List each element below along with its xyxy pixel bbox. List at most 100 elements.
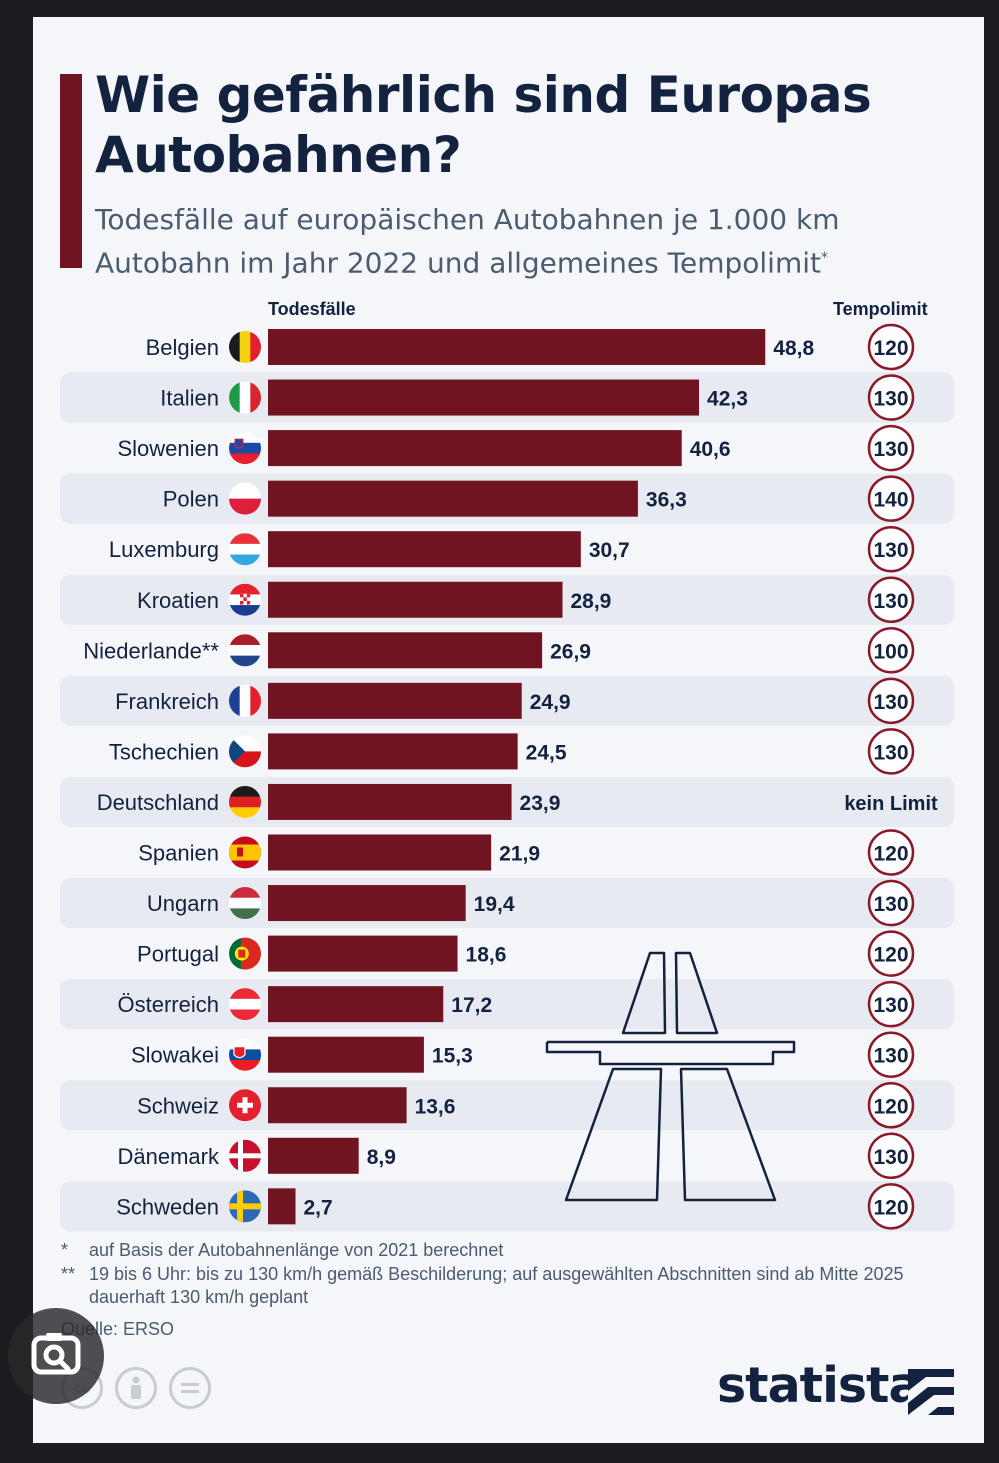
camera-search-icon[interactable] bbox=[8, 1308, 104, 1404]
speed-limit-sign: 120 bbox=[867, 1082, 915, 1129]
speed-limit-label: 130 bbox=[873, 1045, 908, 1068]
bar-row: Frankreich 24,9 130 bbox=[115, 677, 915, 725]
value-label: 8,9 bbox=[367, 1146, 396, 1169]
value-label: 18,6 bbox=[466, 944, 507, 967]
flag-netherlands-icon bbox=[229, 634, 261, 667]
bar bbox=[268, 885, 466, 922]
speed-limit-circle bbox=[867, 1132, 915, 1180]
value-label: 13,6 bbox=[415, 1095, 456, 1118]
country-label: Schweden bbox=[116, 1194, 219, 1219]
bar-row: Spanien 21,9 120 bbox=[138, 829, 915, 876]
bar bbox=[268, 480, 638, 517]
flag-germany-icon bbox=[229, 785, 261, 818]
country-label: Spanien bbox=[138, 841, 219, 866]
flag-hungary-icon bbox=[229, 887, 261, 920]
flag-switzerland-icon bbox=[229, 1089, 261, 1122]
speed-limit-label: 100 bbox=[873, 640, 908, 663]
bar-row: Luxemburg 30,7 130 bbox=[109, 525, 915, 573]
value-label: 23,9 bbox=[520, 792, 561, 815]
country-label: Italien bbox=[160, 386, 219, 411]
speed-limit-circle bbox=[867, 1082, 915, 1129]
speed-limit-label: 130 bbox=[873, 741, 908, 764]
speed-limit-circle bbox=[867, 424, 915, 472]
bar-row: Polen 36,3 140 bbox=[163, 475, 915, 522]
speed-limit-sign: 130 bbox=[867, 1132, 915, 1180]
nd-icon[interactable] bbox=[169, 1367, 211, 1409]
bar bbox=[268, 986, 444, 1023]
title-accent-bar bbox=[60, 74, 82, 268]
footnote-2-mark: ** bbox=[61, 1263, 76, 1284]
speed-limit-label: 130 bbox=[873, 691, 908, 714]
bar-row: Deutschland 23,9 kein Limit bbox=[97, 783, 938, 820]
speed-limit-circle bbox=[867, 728, 915, 775]
speed-limit-label: 130 bbox=[873, 590, 908, 613]
motorway-icon bbox=[545, 951, 796, 1202]
speed-limit-sign: 140 bbox=[867, 475, 915, 522]
footnote-1-text: auf Basis der Autobahnenlänge von 2021 b… bbox=[89, 1240, 504, 1260]
subtitle-line-1: Todesfälle auf europäischen Autobahnen j… bbox=[95, 203, 840, 236]
statista-logo-text[interactable]: statista bbox=[717, 1357, 922, 1414]
speed-limit-sign: 130 bbox=[867, 374, 915, 421]
subtitle-line-2: Autobahn im Jahr 2022 und allgemeines Te… bbox=[95, 239, 965, 282]
speed-limit-label: 120 bbox=[873, 944, 908, 967]
speed-limit-label: kein Limit bbox=[844, 793, 938, 815]
value-label: 17,2 bbox=[451, 994, 492, 1017]
value-label: 24,9 bbox=[530, 691, 571, 714]
speed-limit-sign: 120 bbox=[867, 1183, 915, 1230]
column-header-deaths: Todesfälle bbox=[268, 299, 356, 319]
speed-limit-label: 130 bbox=[873, 539, 908, 562]
bar-row: Kroatien 28,9 130 bbox=[137, 576, 915, 623]
bar-row: Schweiz 13,6 120 bbox=[137, 1082, 915, 1129]
statista-logo-icon[interactable] bbox=[908, 1369, 954, 1415]
speed-limit-circle bbox=[867, 930, 915, 977]
flag-portugal-icon bbox=[229, 937, 261, 970]
bar-row: Belgien 48,8 120 bbox=[146, 323, 915, 371]
bar bbox=[268, 632, 543, 669]
speed-limit-sign: 130 bbox=[867, 1031, 915, 1078]
footnote-1: * auf Basis der Autobahnenlänge von 2021 … bbox=[61, 1239, 941, 1263]
bar-row: Slowakei 15,3 130 bbox=[131, 1031, 915, 1078]
flag-denmark-icon bbox=[229, 1139, 261, 1172]
flag-spain-icon bbox=[229, 836, 261, 869]
country-label: Slowakei bbox=[131, 1043, 219, 1068]
speed-limit-label: 130 bbox=[873, 994, 908, 1017]
bar bbox=[268, 379, 700, 416]
country-label: Luxemburg bbox=[109, 537, 219, 562]
value-label: 28,9 bbox=[570, 590, 611, 613]
footnotes: * auf Basis der Autobahnenlänge von 2021 … bbox=[61, 1239, 941, 1341]
country-label: Frankreich bbox=[115, 689, 219, 714]
value-label: 30,7 bbox=[589, 539, 630, 562]
bar bbox=[268, 1036, 424, 1073]
speed-limit-circle bbox=[867, 1183, 915, 1230]
country-label: Niederlande** bbox=[83, 638, 219, 663]
speed-limit-sign: 130 bbox=[867, 525, 915, 573]
chart-title: Wie gefährlich sind Europas Autobahnen? bbox=[95, 66, 872, 184]
speed-limit-label: 130 bbox=[873, 893, 908, 916]
speed-limit-sign: 130 bbox=[867, 424, 915, 472]
country-label: Polen bbox=[163, 487, 219, 512]
bar-row: Italien 42,3 130 bbox=[160, 374, 915, 421]
column-header-speed-limit: Tempolimit bbox=[833, 299, 928, 319]
flag-poland-icon bbox=[229, 482, 261, 515]
speed-limit-circle bbox=[867, 1031, 915, 1078]
by-icon[interactable] bbox=[115, 1367, 157, 1409]
bar bbox=[268, 329, 766, 365]
speed-limit-label: 120 bbox=[873, 1095, 908, 1118]
speed-limit-label: 120 bbox=[873, 1196, 908, 1219]
speed-limit-circle bbox=[867, 980, 915, 1028]
value-label: 36,3 bbox=[646, 489, 687, 512]
speed-limit-circle bbox=[867, 677, 915, 725]
speed-limit-circle bbox=[867, 323, 915, 371]
flag-slovakia-icon bbox=[229, 1038, 261, 1071]
bar-row: Portugal 18,6 120 bbox=[137, 930, 915, 977]
country-label: Dänemark bbox=[118, 1144, 220, 1169]
value-label: 48,8 bbox=[773, 337, 814, 360]
value-label: 26,9 bbox=[550, 640, 591, 663]
source-note: Quelle: ERSO bbox=[61, 1318, 175, 1339]
value-label: 2,7 bbox=[304, 1196, 333, 1219]
speed-limit-sign: 120 bbox=[867, 323, 915, 371]
footnote-2-text: 19 bis 6 Uhr: bis zu 130 km/h gemäß Besc… bbox=[89, 1263, 904, 1308]
speed-limit-label: 130 bbox=[873, 1146, 908, 1169]
flag-luxembourg-icon bbox=[229, 533, 261, 566]
bar bbox=[268, 1087, 407, 1124]
